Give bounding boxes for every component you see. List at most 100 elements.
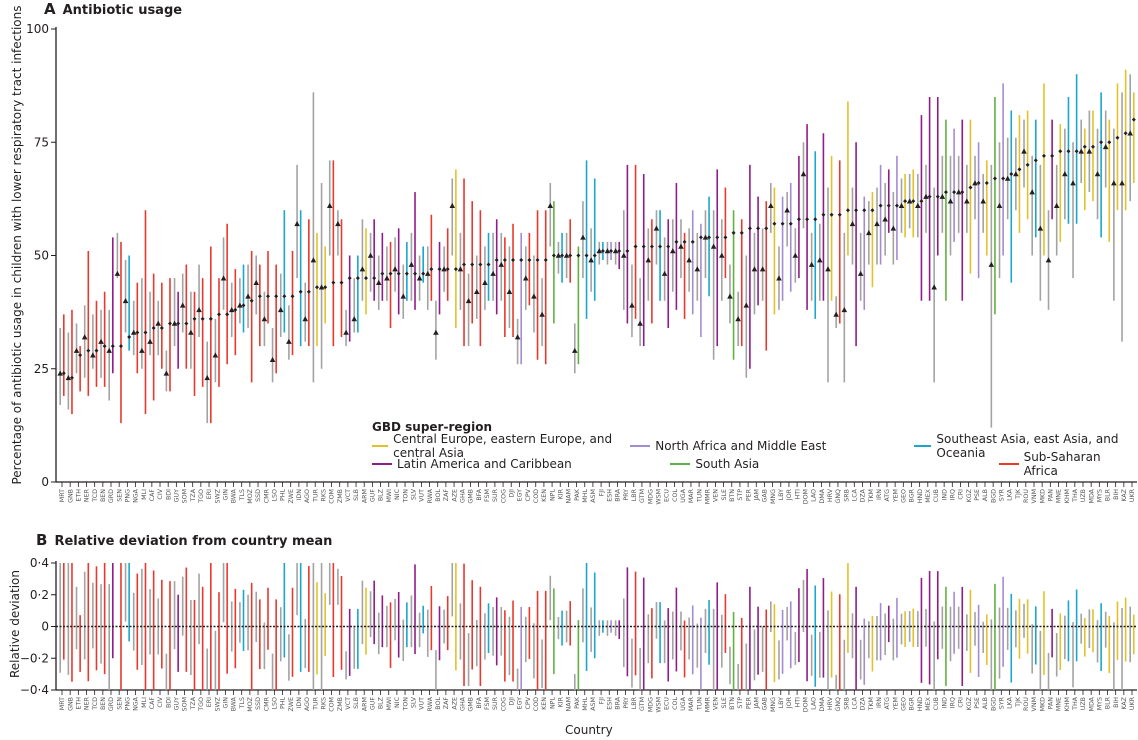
mean-marker-MYS [1099, 140, 1104, 145]
triangle-marker-GNQ [833, 311, 839, 317]
panel-a-x-tick-label: STP [737, 489, 744, 501]
panel-a-x-tick-label: BRA [615, 488, 622, 501]
panel-b-x-tick-label: NIC [394, 696, 401, 708]
legend-item-seao: Southeast Asia, east Asia, and Oceania [914, 432, 1138, 460]
mean-marker-IRN [878, 203, 883, 208]
triangle-marker-GIN [220, 275, 227, 281]
mean-marker-HRV [829, 212, 834, 217]
triangle-marker-BGR [906, 198, 913, 204]
mean-marker-PNG [127, 335, 132, 340]
triangle-marker-LAO [808, 261, 815, 267]
mean-marker-MHL [584, 253, 589, 258]
panel-a-x-tick-label: TUR [312, 488, 319, 502]
triangle-marker-BEN [98, 338, 104, 344]
mean-marker-GMB [470, 262, 475, 267]
triangle-marker-NAM [563, 252, 570, 258]
legend-label: Sub-Saharan Africa [1023, 450, 1101, 478]
mean-marker-DMA [821, 212, 826, 217]
panel-a-y-tick-label: 0 [41, 475, 49, 489]
triangle-marker-BIH [1111, 180, 1117, 186]
triangle-marker-KGZ [964, 198, 970, 204]
triangle-marker-DJI [506, 288, 513, 295]
panel-a-x-tick-label: CUB [933, 489, 940, 502]
panel-a-x-tick-label: MEX [925, 488, 932, 502]
triangle-marker-SLV [408, 261, 415, 267]
panel-b-x-tick-label: NPL [549, 697, 556, 710]
mean-marker-TKM [870, 208, 875, 213]
legend-label: Latin America and Caribbean [397, 457, 572, 471]
triangle-marker-ROU [1021, 148, 1027, 154]
triangle-marker-GUY [171, 320, 178, 326]
panel-a-x-tick-label: PAN [1048, 489, 1055, 502]
mean-marker-WSM [658, 244, 663, 249]
panel-a-x-tick-label: GMB [468, 489, 475, 504]
panel-a-x-tick-label: MRT [59, 489, 66, 502]
panel-a-x-tick-label: MLI [141, 489, 148, 500]
triangle-marker-BTN [727, 293, 733, 299]
triangle-marker-VEN [710, 243, 717, 249]
legend-label: South Asia [695, 457, 760, 471]
mean-marker-AZE [453, 267, 458, 272]
panel-b-x-tick-label: FSM [484, 697, 491, 710]
panel-a-x-tick-label: ATG [884, 489, 891, 502]
panel-a-x-tick-label: LSO [272, 489, 279, 502]
panel-a-x-tick-label: MDG [647, 489, 654, 504]
triangle-marker-MMR [702, 234, 709, 240]
triangle-marker-VCT [343, 329, 349, 335]
panel-b-x-tick-label: MAR [688, 696, 695, 711]
panel-a-x-tick-label: GEO [900, 489, 907, 503]
mean-marker-SEN [118, 344, 123, 349]
mean-marker-UGA [682, 239, 687, 244]
mean-marker-GTM [641, 244, 646, 249]
mean-marker-AGO [306, 289, 311, 294]
panel-b-x-tick-label: TON [402, 697, 409, 712]
panel-a-x-tick-label: MAR [688, 488, 695, 503]
triangle-marker-COM [326, 202, 333, 208]
panel-b-x-tick-label: RKS [321, 697, 328, 710]
panel-b-x-tick-label: HTI [794, 697, 801, 708]
panel-a-title: A Antibiotic usage [44, 0, 182, 18]
mean-marker-THA [1074, 149, 1079, 154]
mean-marker-SRB [845, 208, 850, 213]
legend: GBD super-region Central Europe, eastern… [372, 420, 1138, 478]
panel-a-x-tick-label: SSD [255, 489, 262, 502]
panel-b-x-tick-label: IRQ [950, 697, 957, 708]
panel-b-x-tick-label: MMR [704, 696, 711, 712]
panel-b-title-text: Relative deviation from country mean [54, 534, 333, 549]
panel-a-x-tick-label: ECU [664, 489, 671, 502]
panel-b-x-tick-label: WSM [655, 697, 662, 713]
mean-marker-TGO [200, 316, 205, 321]
panel-b-x-tick-label: SYR [999, 696, 1006, 709]
panel-b-x-tick-label: GMB [468, 697, 475, 712]
panel-b-x-tick-label: VEN [713, 697, 720, 710]
panel-a-x-tick-label: HND [917, 489, 924, 503]
triangle-marker-MWI [384, 275, 390, 281]
panel-b-x-tick-label: IDN [296, 697, 303, 709]
panel-b-x-tick-label: KEN [541, 697, 548, 710]
panel-a-x-tick-label: ZMB [337, 489, 344, 503]
mean-marker-LCA [854, 208, 859, 213]
panel-b-x-tick-label: LAO [811, 697, 818, 710]
panel-b-x-tick-label: SWZ [214, 696, 221, 711]
panel-a-x-tick-label: BLR [1105, 488, 1112, 501]
mean-marker-RKS [323, 285, 328, 290]
triangle-marker-COL [669, 248, 676, 254]
panel-a-x-tick-label: TUN [696, 489, 703, 503]
panel-b-x-tick-label: EGY [517, 697, 524, 710]
panel-b-x-tick-label: TUR [312, 696, 319, 710]
panel-a-x-tick-label: MMR [704, 488, 711, 504]
panel-b-x-tick-label: UKR [1129, 696, 1136, 710]
mean-marker-BTN [731, 230, 736, 235]
panel-b-x-tick-label: MWI [386, 697, 393, 711]
triangle-marker-FJI [596, 248, 603, 254]
panel-a-x-tick-label: ASM [590, 489, 597, 503]
panel-b-x-tick-label: CAF [149, 697, 156, 710]
mean-marker-LSO [274, 294, 279, 299]
mean-marker-NPL [551, 253, 556, 258]
panel-a-x-tick-label: CRI [958, 489, 965, 500]
panel-a-x-tick-label: COM [329, 489, 336, 504]
panel-a-x-tick-label: GUY [174, 489, 181, 502]
panel-b-x-tick-label: FJI [598, 697, 605, 704]
triangle-marker-IDN [294, 220, 300, 227]
triangle-marker-GMB [465, 298, 472, 304]
